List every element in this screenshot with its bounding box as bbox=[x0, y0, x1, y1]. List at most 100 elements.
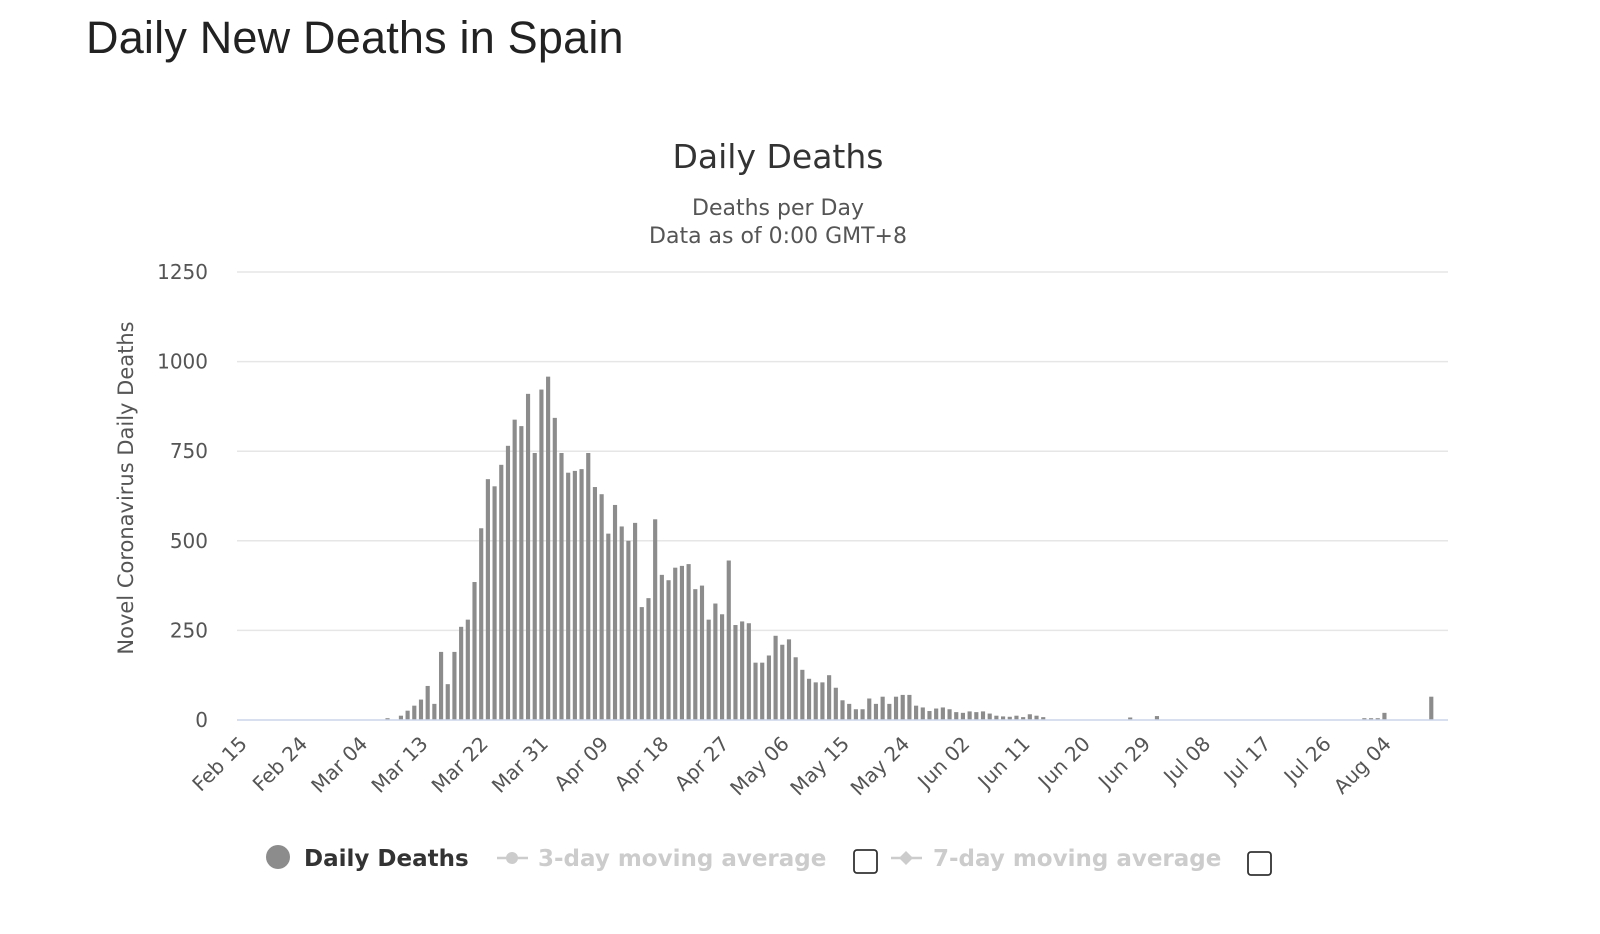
bar[interactable] bbox=[512, 419, 517, 720]
bar[interactable] bbox=[800, 669, 805, 720]
legend-item-3-day-average[interactable]: 3-day moving average bbox=[497, 846, 826, 872]
bar[interactable] bbox=[572, 470, 577, 720]
bar[interactable] bbox=[546, 376, 551, 720]
bar[interactable] bbox=[666, 580, 671, 720]
bar[interactable] bbox=[606, 533, 611, 720]
bar[interactable] bbox=[813, 682, 818, 720]
bar[interactable] bbox=[1362, 718, 1367, 720]
bar[interactable] bbox=[873, 703, 879, 720]
bar[interactable] bbox=[539, 389, 544, 720]
bar[interactable] bbox=[693, 589, 698, 720]
bar[interactable] bbox=[499, 464, 504, 720]
bar[interactable] bbox=[532, 452, 537, 720]
bar[interactable] bbox=[987, 713, 992, 720]
bar[interactable] bbox=[914, 705, 919, 720]
bar[interactable] bbox=[1375, 718, 1380, 720]
bar[interactable] bbox=[960, 712, 966, 720]
bar[interactable] bbox=[452, 651, 457, 720]
bar[interactable] bbox=[793, 657, 798, 720]
bar[interactable] bbox=[1014, 715, 1019, 720]
legend-item-daily-deaths[interactable]: Daily Deaths bbox=[266, 845, 469, 872]
bar[interactable] bbox=[880, 696, 885, 720]
bar-series-daily-deaths[interactable] bbox=[385, 376, 1434, 721]
bar[interactable] bbox=[867, 698, 872, 721]
checkbox-7-day-average[interactable] bbox=[1247, 851, 1272, 876]
bar[interactable] bbox=[425, 685, 430, 720]
bar[interactable] bbox=[1154, 716, 1160, 720]
bar[interactable] bbox=[646, 598, 651, 720]
bar[interactable] bbox=[980, 711, 986, 720]
bar[interactable] bbox=[459, 626, 464, 720]
bar[interactable] bbox=[713, 603, 718, 720]
bar[interactable] bbox=[1007, 716, 1012, 720]
bar[interactable] bbox=[887, 703, 892, 720]
bar[interactable] bbox=[1382, 712, 1387, 720]
bar[interactable] bbox=[686, 564, 691, 720]
bar[interactable] bbox=[432, 703, 437, 720]
bar[interactable] bbox=[766, 655, 771, 720]
bar[interactable] bbox=[673, 567, 678, 720]
bar[interactable] bbox=[760, 662, 765, 720]
bar[interactable] bbox=[786, 639, 792, 720]
bar[interactable] bbox=[438, 651, 444, 720]
bar[interactable] bbox=[1034, 715, 1039, 720]
bar[interactable] bbox=[653, 519, 658, 720]
bar[interactable] bbox=[940, 707, 945, 720]
bar[interactable] bbox=[780, 644, 785, 720]
bar[interactable] bbox=[586, 452, 591, 720]
bar[interactable] bbox=[907, 694, 912, 720]
bar[interactable] bbox=[1128, 717, 1133, 720]
bar[interactable] bbox=[612, 504, 618, 720]
bar[interactable] bbox=[806, 678, 812, 720]
bar[interactable] bbox=[525, 393, 531, 720]
bar[interactable] bbox=[927, 711, 932, 720]
bar[interactable] bbox=[1429, 696, 1434, 720]
bar[interactable] bbox=[1021, 717, 1026, 720]
bar[interactable] bbox=[740, 621, 745, 720]
bar[interactable] bbox=[626, 540, 631, 720]
bar[interactable] bbox=[847, 703, 852, 720]
bar[interactable] bbox=[552, 417, 557, 720]
bar[interactable] bbox=[726, 560, 731, 720]
bar[interactable] bbox=[840, 700, 845, 720]
bar[interactable] bbox=[505, 445, 511, 720]
bar[interactable] bbox=[860, 709, 865, 720]
bar[interactable] bbox=[599, 494, 604, 720]
bar[interactable] bbox=[465, 619, 470, 720]
bar[interactable] bbox=[920, 707, 925, 720]
checkbox-3-day-average[interactable] bbox=[853, 849, 878, 874]
bar[interactable] bbox=[746, 623, 751, 720]
bar[interactable] bbox=[679, 565, 684, 720]
bar[interactable] bbox=[566, 472, 571, 720]
bar[interactable] bbox=[1027, 714, 1032, 720]
bar[interactable] bbox=[1041, 717, 1046, 720]
bar[interactable] bbox=[592, 487, 598, 720]
bar[interactable] bbox=[659, 574, 664, 720]
bar[interactable] bbox=[706, 619, 711, 720]
bar[interactable] bbox=[412, 705, 417, 720]
bar[interactable] bbox=[405, 710, 410, 720]
bar[interactable] bbox=[719, 614, 725, 720]
bar[interactable] bbox=[773, 635, 778, 720]
bar[interactable] bbox=[827, 675, 832, 720]
bar[interactable] bbox=[479, 528, 484, 720]
bar[interactable] bbox=[893, 696, 899, 720]
bar[interactable] bbox=[472, 582, 477, 720]
bar[interactable] bbox=[994, 715, 999, 720]
bar[interactable] bbox=[967, 711, 972, 720]
bar[interactable] bbox=[833, 687, 838, 720]
bar[interactable] bbox=[492, 486, 497, 720]
bar[interactable] bbox=[699, 585, 705, 720]
bar[interactable] bbox=[445, 684, 450, 720]
bar[interactable] bbox=[934, 708, 939, 720]
bar[interactable] bbox=[519, 426, 524, 720]
bar[interactable] bbox=[954, 712, 959, 720]
bar[interactable] bbox=[947, 709, 952, 720]
bar[interactable] bbox=[639, 607, 644, 720]
bar[interactable] bbox=[753, 662, 758, 720]
bar[interactable] bbox=[853, 709, 858, 720]
bar[interactable] bbox=[398, 715, 403, 720]
bar[interactable] bbox=[1368, 718, 1374, 720]
bar[interactable] bbox=[418, 699, 424, 720]
bar[interactable] bbox=[820, 682, 825, 720]
